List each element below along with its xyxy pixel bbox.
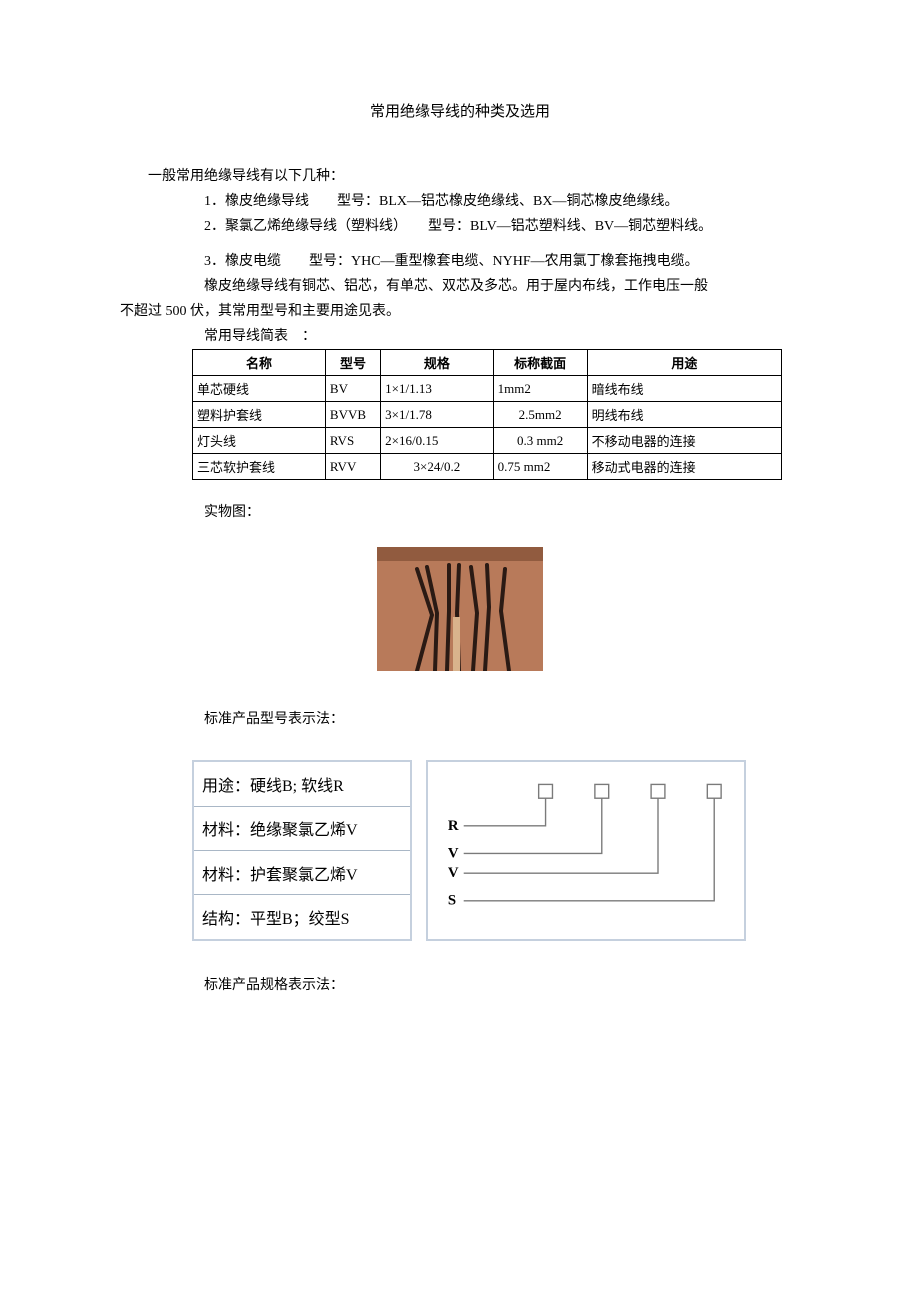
- cell-use: 明线布线: [587, 402, 781, 428]
- wire-photo: [377, 547, 543, 671]
- paragraph-indent: 橡皮绝缘导线有铜芯、铝芯，有单芯、双芯及多芯。用于屋内布线，工作电压一般: [120, 276, 800, 297]
- th-spec: 规格: [381, 350, 493, 376]
- wire-photo-svg: [377, 547, 543, 671]
- cell-model: BVVB: [325, 402, 380, 428]
- cell-model: BV: [325, 376, 380, 402]
- code-row-2: 材料：绝缘聚氯乙烯V: [193, 806, 411, 850]
- table-row: 单芯硬线 BV 1×1/1.13 1mm2 暗线布线: [193, 376, 782, 402]
- table-header-row: 名称 型号 规格 标称截面 用途: [193, 350, 782, 376]
- intro-text: 一般常用绝缘导线有以下几种：: [120, 166, 800, 187]
- list-item-2: 2．聚氯乙烯绝缘导线（塑料线） 型号：BLV—铝芯塑料线、BV—铜芯塑料线。: [204, 216, 800, 237]
- cell-use: 移动式电器的连接: [587, 454, 781, 480]
- table-row: 三芯软护套线 RVV 3×24/0.2 0.75 mm2 移动式电器的连接: [193, 454, 782, 480]
- code-row-4: 结构：平型B；绞型S: [193, 895, 411, 940]
- cell-spec: 3×24/0.2: [381, 454, 493, 480]
- spec-label: 标准产品规格表示法：: [204, 975, 800, 996]
- tree-label-v1: V: [448, 845, 459, 861]
- photo-top-shadow: [377, 547, 543, 561]
- th-model: 型号: [325, 350, 380, 376]
- cell-name: 灯头线: [193, 428, 326, 454]
- cell-sec: 2.5mm2: [493, 402, 587, 428]
- tree-diagram: R V V S: [426, 760, 746, 941]
- model-diagram: 用途：硬线B; 软线R 材料：绝缘聚氯乙烯V 材料：护套聚氯乙烯V 结构：平型B…: [192, 760, 800, 941]
- cell-sec: 0.75 mm2: [493, 454, 587, 480]
- cell-use: 暗线布线: [587, 376, 781, 402]
- page-title: 常用绝缘导线的种类及选用: [120, 100, 800, 121]
- code-table: 用途：硬线B; 软线R 材料：绝缘聚氯乙烯V 材料：护套聚氯乙烯V 结构：平型B…: [192, 760, 412, 941]
- table-row: 塑料护套线 BVVB 3×1/1.78 2.5mm2 明线布线: [193, 402, 782, 428]
- tree-lines: [464, 798, 715, 901]
- tree-label-r: R: [448, 818, 459, 834]
- cell-name: 塑料护套线: [193, 402, 326, 428]
- cell-sec: 0.3 mm2: [493, 428, 587, 454]
- th-sec: 标称截面: [493, 350, 587, 376]
- cell-spec: 3×1/1.78: [381, 402, 493, 428]
- code-row-1: 用途：硬线B; 软线R: [193, 761, 411, 806]
- table-row: 灯头线 RVS 2×16/0.15 0.3 mm2 不移动电器的连接: [193, 428, 782, 454]
- model-label: 标准产品型号表示法：: [204, 709, 800, 730]
- th-use: 用途: [587, 350, 781, 376]
- cell-name: 三芯软护套线: [193, 454, 326, 480]
- photo-stick: [453, 617, 460, 671]
- cell-use: 不移动电器的连接: [587, 428, 781, 454]
- tree-svg: R V V S: [442, 776, 730, 929]
- paragraph-cont: 不超过 500 伏，其常用型号和主要用途见表。: [120, 301, 800, 322]
- cell-spec: 1×1/1.13: [381, 376, 493, 402]
- table-caption: 常用导线简表 ：: [204, 326, 800, 347]
- tree-label-v2: V: [448, 865, 459, 881]
- tree-label-s: S: [448, 893, 456, 909]
- cell-name: 单芯硬线: [193, 376, 326, 402]
- photo-label: 实物图：: [204, 502, 800, 523]
- list-item-1: 1．橡皮绝缘导线 型号：BLX—铝芯橡皮绝缘线、BX—铜芯橡皮绝缘线。: [204, 191, 800, 212]
- th-name: 名称: [193, 350, 326, 376]
- tree-boxes: [539, 784, 721, 798]
- cell-model: RVS: [325, 428, 380, 454]
- list-item-3: 3．橡皮电缆 型号：YHC—重型橡套电缆、NYHF—农用氯丁橡套拖拽电缆。: [204, 251, 800, 272]
- code-row-3: 材料：护套聚氯乙烯V: [193, 850, 411, 894]
- photo-container: [120, 547, 800, 671]
- cell-spec: 2×16/0.15: [381, 428, 493, 454]
- cell-model: RVV: [325, 454, 380, 480]
- cable-table: 名称 型号 规格 标称截面 用途 单芯硬线 BV 1×1/1.13 1mm2 暗…: [192, 349, 782, 480]
- tree-labels: R V V S: [448, 818, 459, 909]
- cell-sec: 1mm2: [493, 376, 587, 402]
